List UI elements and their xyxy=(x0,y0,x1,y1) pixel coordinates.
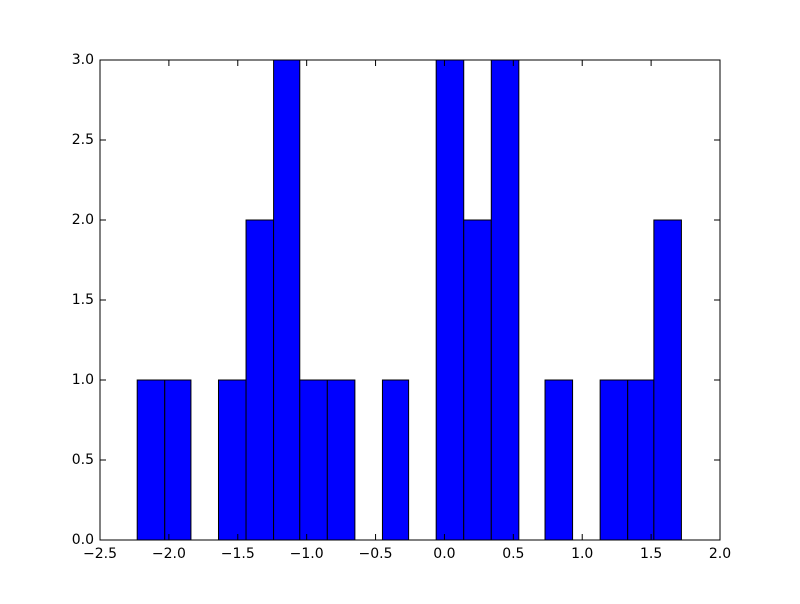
bar xyxy=(627,379,655,541)
y-tick-label: 3.0 xyxy=(72,52,94,68)
x-tick-label: 1.0 xyxy=(571,546,593,562)
bar xyxy=(164,379,192,541)
x-tick-label: −0.5 xyxy=(359,546,393,562)
bar xyxy=(490,59,520,541)
bar xyxy=(381,379,410,541)
bar xyxy=(299,379,328,541)
y-tick-label: 1.5 xyxy=(72,292,94,308)
bar xyxy=(326,379,356,541)
y-tick-label: 1.0 xyxy=(72,372,94,388)
y-tick-label: 2.0 xyxy=(72,212,94,228)
x-tick-label: −2.5 xyxy=(83,546,117,562)
bar xyxy=(463,219,492,541)
x-tick-label: −1.0 xyxy=(290,546,324,562)
bar xyxy=(273,59,301,541)
bar xyxy=(435,59,465,541)
bar xyxy=(245,219,275,541)
x-tick-label: −1.5 xyxy=(221,546,255,562)
bar xyxy=(599,379,629,541)
bar xyxy=(217,379,247,541)
x-tick-label: 1.5 xyxy=(640,546,662,562)
y-tick-label: 0.0 xyxy=(72,532,94,548)
x-tick-label: 0.5 xyxy=(502,546,524,562)
x-tick-label: 2.0 xyxy=(709,546,731,562)
bar xyxy=(136,379,166,541)
bar xyxy=(544,379,574,541)
bar xyxy=(653,219,682,541)
y-tick-label: 0.5 xyxy=(72,452,94,468)
y-tick-label: 2.5 xyxy=(72,132,94,148)
x-tick-label: 0.0 xyxy=(433,546,455,562)
x-tick-label: −2.0 xyxy=(152,546,186,562)
